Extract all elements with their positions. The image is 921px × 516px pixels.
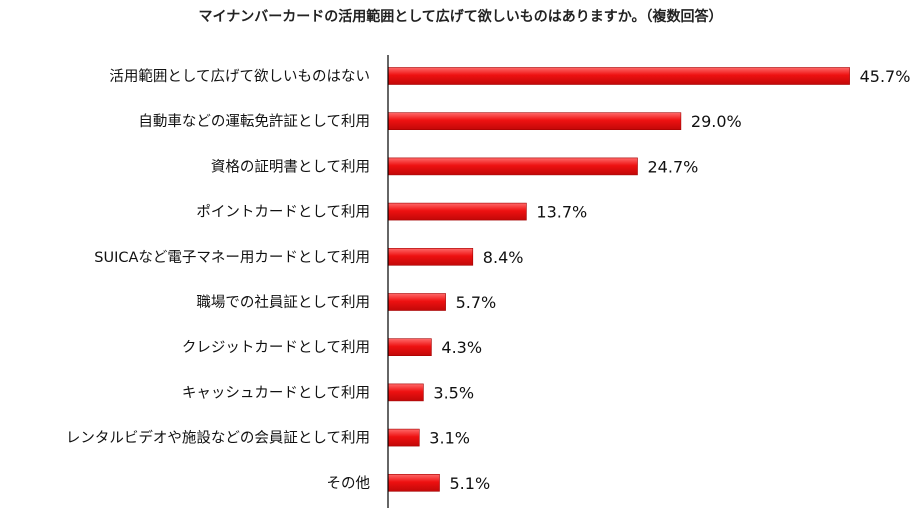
bar	[387, 473, 440, 492]
value-label: 45.7%	[860, 67, 911, 86]
category-label: 自動車などの運転免許証として利用	[138, 113, 370, 130]
value-label: 29.0%	[691, 112, 742, 131]
category-label: その他	[327, 475, 371, 492]
bar	[387, 383, 424, 402]
bar	[387, 428, 420, 447]
bar	[387, 157, 638, 176]
category-label: 資格の証明書として利用	[211, 158, 370, 175]
value-label: 13.7%	[536, 203, 587, 222]
bar	[387, 248, 474, 266]
value-label: 24.7%	[648, 157, 699, 176]
value-label: 3.5%	[433, 383, 474, 402]
category-label: ポイントカードとして利用	[196, 204, 370, 221]
bar	[387, 202, 527, 221]
chart-title: マイナンバーカードの活用範囲として広げて欲しいものはありますか。（複数回答）	[198, 9, 723, 25]
category-label: レンタルビデオや施設などの会員証として利用	[66, 429, 370, 447]
value-label: 5.1%	[450, 474, 491, 493]
category-label: SUICAなど電子マネー用カードとして利用	[94, 249, 370, 266]
bar	[387, 338, 432, 357]
value-label: 8.4%	[483, 248, 524, 267]
bar	[387, 112, 682, 130]
value-label: 5.7%	[456, 293, 497, 312]
value-label: 3.1%	[429, 429, 470, 448]
category-label: 活用範囲として広げて欲しいものはない	[109, 67, 370, 85]
bar	[387, 67, 850, 85]
category-label: 職場での社員証として利用	[196, 294, 370, 311]
value-label: 4.3%	[441, 338, 482, 357]
bar	[387, 293, 446, 311]
category-label: クレジットカードとして利用	[182, 339, 370, 356]
category-label: キャッシュカードとして利用	[182, 384, 370, 401]
